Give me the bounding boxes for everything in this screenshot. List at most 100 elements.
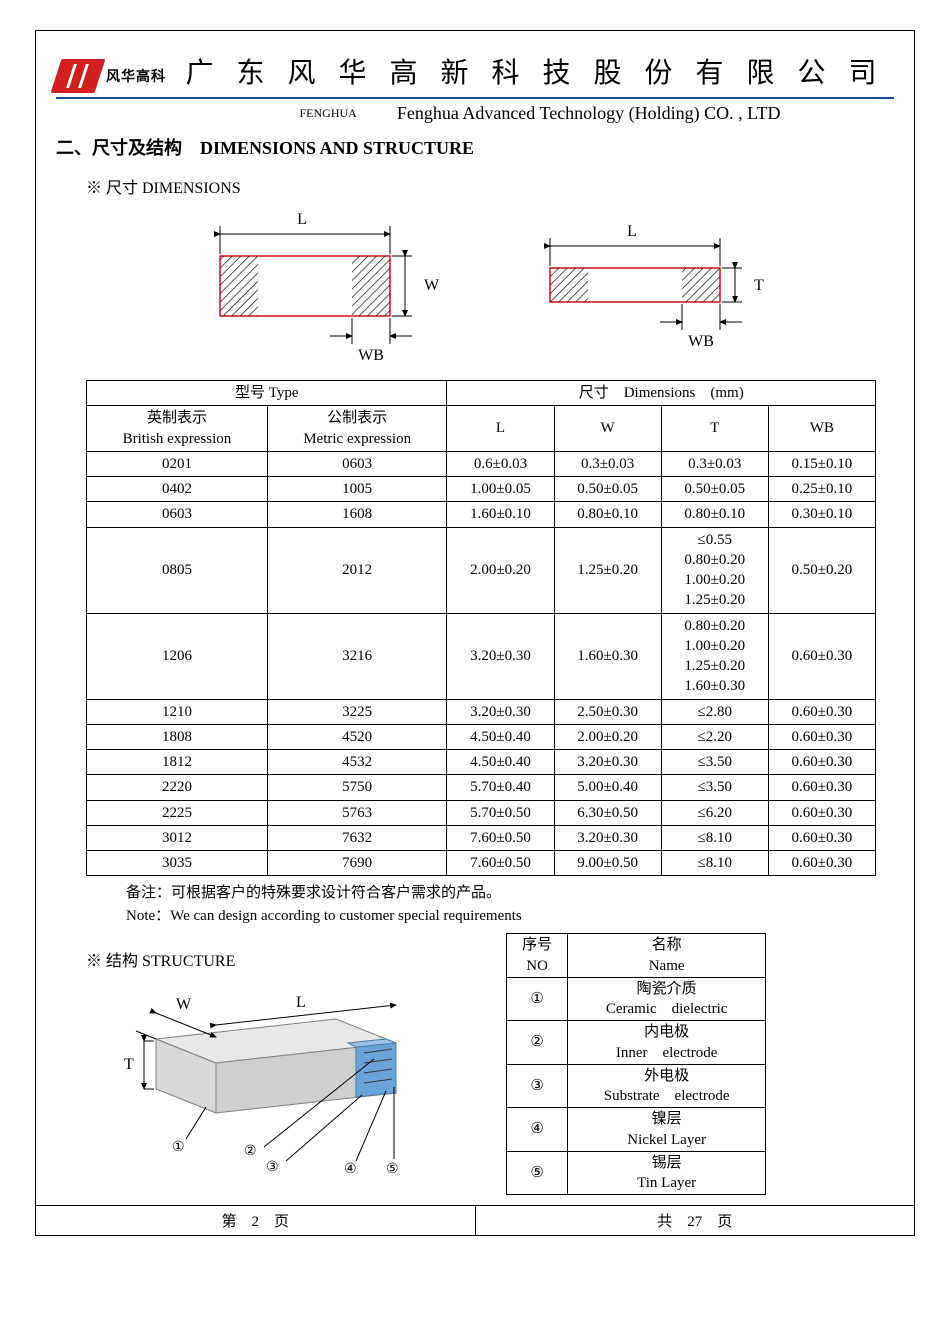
cell-t: ≤8.10 — [661, 851, 768, 876]
table-row: ①陶瓷介质Ceramic dielectric — [507, 977, 766, 1021]
cell-br: 3035 — [87, 851, 268, 876]
company-name-cn: 广 东 风 华 高 新 科 技 股 份 有 限 公 司 — [176, 51, 894, 93]
table-row: 222057505.70±0.405.00±0.40≤3.500.60±0.30 — [87, 775, 876, 800]
label-t: T — [754, 277, 764, 294]
table-row: 060316081.60±0.100.80±0.100.80±0.100.30±… — [87, 502, 876, 527]
cell-l: 1.60±0.10 — [447, 502, 554, 527]
table-row: 303576907.60±0.509.00±0.50≤8.100.60±0.30 — [87, 851, 876, 876]
cell-wb: 0.15±0.10 — [768, 451, 875, 476]
cell-l: 3.20±0.30 — [447, 613, 554, 699]
th-l: L — [447, 406, 554, 452]
structure-diagram: W L T ① ② ③ ④ ⑤ — [86, 979, 446, 1179]
cell-t: ≤3.50 — [661, 775, 768, 800]
diagram-side-view: L T WB — [510, 206, 770, 366]
slabel-w: W — [176, 996, 192, 1013]
label-wb2: WB — [688, 333, 714, 350]
cell-wb: 0.60±0.30 — [768, 724, 875, 749]
cell-br: 1812 — [87, 750, 268, 775]
cell-me: 2012 — [267, 527, 447, 613]
sth-name: 名称 Name — [568, 934, 766, 978]
header-sub: FENGHUA Fenghua Advanced Technology (Hol… — [56, 103, 894, 124]
cell-l: 7.60±0.50 — [447, 851, 554, 876]
logo-mark — [50, 59, 105, 93]
cell-wb: 0.60±0.30 — [768, 699, 875, 724]
cell-wb: 0.60±0.30 — [768, 825, 875, 850]
cell-me: 0603 — [267, 451, 447, 476]
cell-wb: 0.60±0.30 — [768, 775, 875, 800]
th-metric: 公制表示 Metric expression — [267, 406, 447, 452]
th-british: 英制表示 British expression — [87, 406, 268, 452]
cell-wb: 0.60±0.30 — [768, 851, 875, 876]
cell-w: 3.20±0.30 — [554, 825, 661, 850]
cell-l: 3.20±0.30 — [447, 699, 554, 724]
cell-t: 0.50±0.05 — [661, 477, 768, 502]
structure-section: ※ 结构 STRUCTURE — [86, 933, 894, 1195]
cell-w: 9.00±0.50 — [554, 851, 661, 876]
page-footer: 第 2 页 共 27 页 — [36, 1205, 914, 1235]
cell-me: 3225 — [267, 699, 447, 724]
cell-t: 0.80±0.20 1.00±0.20 1.25±0.20 1.60±0.30 — [661, 613, 768, 699]
cell-t: ≤3.50 — [661, 750, 768, 775]
header-top: 风华高科 广 东 风 华 高 新 科 技 股 份 有 限 公 司 — [56, 51, 894, 99]
cell-me: 7690 — [267, 851, 447, 876]
svg-text:①: ① — [172, 1140, 185, 1155]
note-en: Note：We can design according to customer… — [126, 905, 894, 928]
table-row: ⑤锡层Tin Layer — [507, 1151, 766, 1195]
cell-t: ≤6.20 — [661, 800, 768, 825]
th-dims: 尺寸 Dimensions (mm) — [447, 381, 876, 406]
cell-t: ≤0.55 0.80±0.20 1.00±0.20 1.25±0.20 — [661, 527, 768, 613]
footer-page: 第 2 页 — [36, 1206, 476, 1235]
cell-no: ① — [507, 977, 568, 1021]
dimensions-table: 型号 Type 尺寸 Dimensions (mm) 英制表示 British … — [86, 380, 876, 876]
structure-table: 序号 NO 名称 Name ①陶瓷介质Ceramic dielectric②内电… — [506, 933, 766, 1195]
cell-no: ⑤ — [507, 1151, 568, 1195]
slabel-l: L — [296, 994, 306, 1011]
table-row: 180845204.50±0.402.00±0.20≤2.200.60±0.30 — [87, 724, 876, 749]
cell-no: ③ — [507, 1064, 568, 1108]
cell-w: 2.00±0.20 — [554, 724, 661, 749]
cell-l: 4.50±0.40 — [447, 750, 554, 775]
cell-l: 0.6±0.03 — [447, 451, 554, 476]
cell-l: 5.70±0.40 — [447, 775, 554, 800]
th-t: T — [661, 406, 768, 452]
svg-text:⑤: ⑤ — [386, 1162, 399, 1177]
svg-text:③: ③ — [266, 1160, 279, 1175]
th-w: W — [554, 406, 661, 452]
cell-l: 1.00±0.05 — [447, 477, 554, 502]
cell-me: 7632 — [267, 825, 447, 850]
label-w: W — [424, 277, 440, 294]
table-row: 181245324.50±0.403.20±0.30≤3.500.60±0.30 — [87, 750, 876, 775]
page: 风华高科 广 东 风 华 高 新 科 技 股 份 有 限 公 司 FENGHUA… — [35, 30, 915, 1236]
cell-name: 镍层Nickel Layer — [568, 1108, 766, 1152]
logo-text: 风华高科 — [106, 66, 166, 86]
cell-w: 0.3±0.03 — [554, 451, 661, 476]
cell-wb: 0.60±0.30 — [768, 800, 875, 825]
cell-w: 1.25±0.20 — [554, 527, 661, 613]
cell-l: 5.70±0.50 — [447, 800, 554, 825]
cell-t: ≤2.80 — [661, 699, 768, 724]
cell-me: 1608 — [267, 502, 447, 527]
cell-br: 2225 — [87, 800, 268, 825]
cell-br: 0201 — [87, 451, 268, 476]
cell-w: 0.50±0.05 — [554, 477, 661, 502]
table-row: 121032253.20±0.302.50±0.30≤2.800.60±0.30 — [87, 699, 876, 724]
structure-subtitle: ※ 结构 STRUCTURE — [86, 947, 446, 971]
cell-name: 陶瓷介质Ceramic dielectric — [568, 977, 766, 1021]
cell-l: 2.00±0.20 — [447, 527, 554, 613]
table-row: ③外电极Substrate electrode — [507, 1064, 766, 1108]
cell-t: 0.3±0.03 — [661, 451, 768, 476]
cell-w: 1.60±0.30 — [554, 613, 661, 699]
table-row: 120632163.20±0.301.60±0.300.80±0.20 1.00… — [87, 613, 876, 699]
cell-me: 5750 — [267, 775, 447, 800]
diagram-top-view: L W WB — [180, 206, 440, 366]
cell-br: 3012 — [87, 825, 268, 850]
cell-w: 3.20±0.30 — [554, 750, 661, 775]
cell-me: 5763 — [267, 800, 447, 825]
table-row: ④镍层Nickel Layer — [507, 1108, 766, 1152]
cell-br: 1210 — [87, 699, 268, 724]
cell-wb: 0.50±0.20 — [768, 527, 875, 613]
cell-me: 1005 — [267, 477, 447, 502]
table-row: 080520122.00±0.201.25±0.20≤0.55 0.80±0.2… — [87, 527, 876, 613]
company-pinyin: FENGHUA — [299, 106, 356, 121]
table-row: 020106030.6±0.030.3±0.030.3±0.030.15±0.1… — [87, 451, 876, 476]
